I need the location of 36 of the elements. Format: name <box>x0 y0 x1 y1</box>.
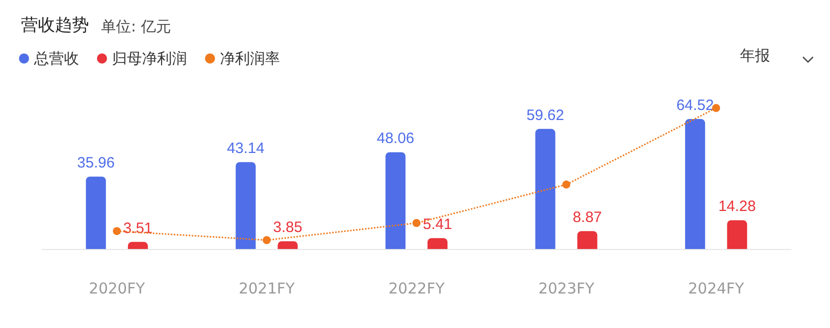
data-label: 3.85 <box>273 219 302 236</box>
data-label: 5.41 <box>422 216 452 234</box>
legend-label: 总营收 <box>33 50 79 68</box>
data-label: 8.87 <box>572 209 602 226</box>
point <box>112 227 121 236</box>
point <box>412 219 420 228</box>
bar <box>727 220 748 249</box>
legend-label: 归母净利润 <box>112 50 187 68</box>
x-tick-label: 2022FY <box>388 280 446 298</box>
data-label: 43.14 <box>226 140 264 158</box>
bar <box>535 128 556 249</box>
bar <box>128 242 148 249</box>
x-tick-label: 2020FY <box>88 280 146 298</box>
text: 年报 <box>740 46 770 64</box>
data-label: 64.52 <box>676 97 714 114</box>
x-tick-label: 2023FY <box>538 280 596 298</box>
bar <box>236 162 256 249</box>
point <box>712 104 720 112</box>
x-tick-label: 2024FY <box>688 280 745 298</box>
bar <box>278 241 298 249</box>
x-tick-label: 2021FY <box>238 280 296 298</box>
bar <box>428 238 448 249</box>
data-label: 14.28 <box>718 198 756 216</box>
data-label: 59.62 <box>526 106 564 124</box>
point <box>562 180 570 189</box>
bar <box>86 176 106 249</box>
data-label: 3.51 <box>123 220 152 237</box>
legend-label: 净利润率 <box>220 50 280 68</box>
bar <box>577 231 598 249</box>
data-label: 48.06 <box>376 130 414 148</box>
chart-title: 营收趋势 <box>21 16 89 36</box>
chart-subtitle: 单位: 亿元 <box>101 18 171 36</box>
point <box>262 236 271 244</box>
bar <box>386 152 406 249</box>
bar <box>685 119 706 249</box>
data-label: 35.96 <box>77 154 115 172</box>
